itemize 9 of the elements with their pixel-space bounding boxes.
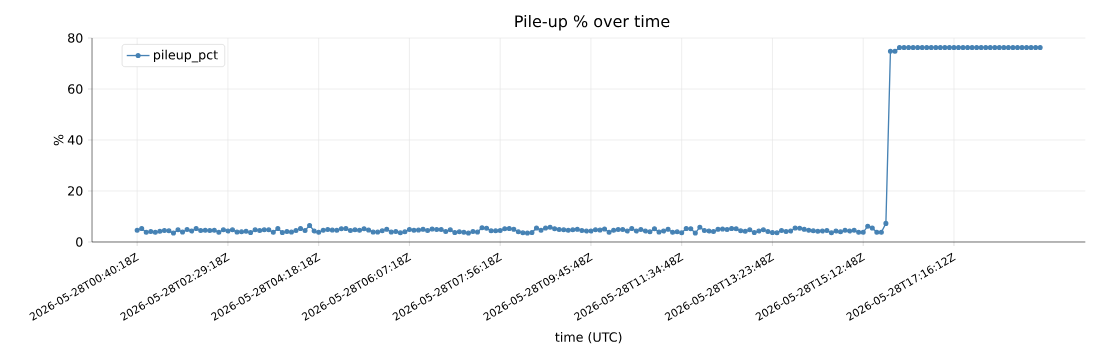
legend-label: pileup_pct bbox=[153, 49, 218, 63]
y-axis-title: % bbox=[53, 134, 64, 146]
y-tick-label: 60 bbox=[68, 84, 83, 94]
y-tick-label: 20 bbox=[68, 186, 83, 196]
y-tick-label: 40 bbox=[67, 135, 83, 145]
y-tick-label: 0 bbox=[76, 237, 83, 247]
x-axis-title: time (UTC) bbox=[555, 332, 622, 344]
y-tick-label: 80 bbox=[68, 33, 83, 43]
chart-title: Pile-up % over time bbox=[515, 14, 670, 31]
